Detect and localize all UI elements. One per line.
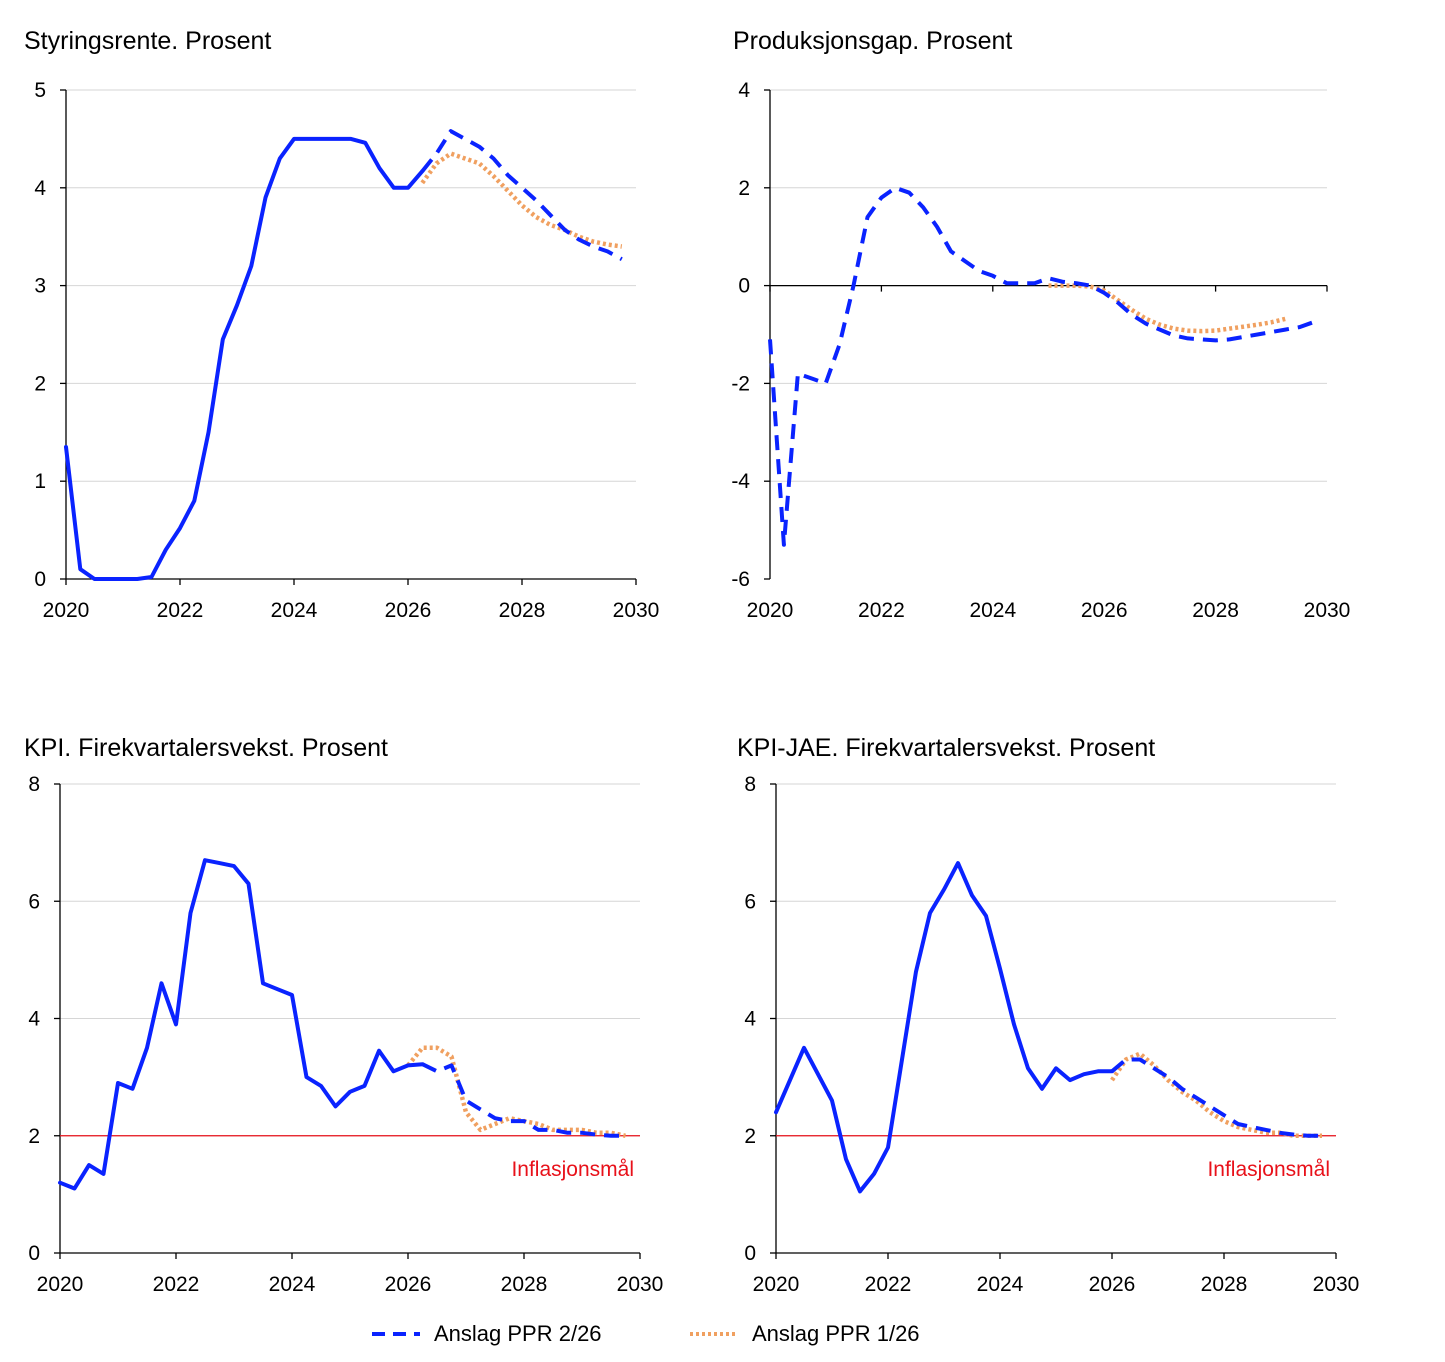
y-tick-label: -6 xyxy=(731,568,750,591)
x-tick-label: 2030 xyxy=(613,599,660,622)
series-line-dashed xyxy=(768,185,1314,547)
series-line-dashed xyxy=(420,129,623,261)
y-tick-label: 6 xyxy=(744,890,756,913)
x-tick-label: 2024 xyxy=(969,599,1016,622)
y-tick-label: 1 xyxy=(34,470,46,493)
chart-title-styringsrente: Styringsrente. Prosent xyxy=(24,27,272,55)
x-tick-label: 2026 xyxy=(1081,599,1128,622)
y-tick-label: 0 xyxy=(34,568,46,591)
series-line-solid xyxy=(58,858,425,1191)
y-tick-label: 4 xyxy=(34,177,46,200)
inflation-target-label: Inflasjonsmål xyxy=(511,1158,634,1181)
y-tick-label: 8 xyxy=(28,773,40,796)
chart-title-produksjonsgap: Produksjonsgap. Prosent xyxy=(733,27,1013,55)
x-tick-label: 2024 xyxy=(977,1273,1024,1296)
x-tick-label: 2022 xyxy=(865,1273,912,1296)
series-line-dotted xyxy=(420,151,623,249)
legend-label-ppr-1-26: Anslag PPR 1/26 xyxy=(752,1321,920,1346)
x-tick-label: 2020 xyxy=(747,599,794,622)
y-tick-label: 0 xyxy=(738,275,750,298)
series-line-dotted xyxy=(1048,283,1286,334)
x-tick-label: 2028 xyxy=(499,599,546,622)
series-line-dashed xyxy=(421,1062,626,1138)
y-tick-label: 2 xyxy=(738,177,750,200)
x-tick-label: 2024 xyxy=(269,1273,316,1296)
y-tick-label: 4 xyxy=(28,1008,40,1031)
y-tick-label: 6 xyxy=(28,890,40,913)
chart-title-kpi-jae: KPI-JAE. Firekvartalersvekst. Prosent xyxy=(737,734,1156,762)
inflation-target-label: Inflasjonsmål xyxy=(1207,1158,1330,1181)
x-tick-label: 2028 xyxy=(1201,1273,1248,1296)
y-tick-label: 4 xyxy=(738,79,750,102)
x-tick-label: 2026 xyxy=(385,599,432,622)
y-tick-label: 0 xyxy=(744,1242,756,1265)
y-tick-label: 2 xyxy=(34,372,46,395)
y-tick-label: 2 xyxy=(744,1125,756,1148)
y-tick-label: 4 xyxy=(744,1008,756,1031)
legend: Anslag PPR 2/26 Anslag PPR 1/26 xyxy=(0,1316,1445,1352)
legend-item-ppr-2-26: Anslag PPR 2/26 xyxy=(372,1316,602,1352)
x-tick-label: 2030 xyxy=(1313,1273,1360,1296)
x-tick-label: 2026 xyxy=(1089,1273,1136,1296)
x-tick-label: 2022 xyxy=(157,599,204,622)
x-tick-label: 2024 xyxy=(271,599,318,622)
x-tick-label: 2030 xyxy=(617,1273,664,1296)
y-tick-label: 2 xyxy=(28,1125,40,1148)
legend-swatch-dotted xyxy=(690,1332,738,1336)
x-tick-label: 2028 xyxy=(1192,599,1239,622)
x-tick-label: 2020 xyxy=(37,1273,84,1296)
chart-title-kpi: KPI. Firekvartalersvekst. Prosent xyxy=(24,734,389,762)
x-tick-label: 2026 xyxy=(385,1273,432,1296)
legend-item-ppr-1-26: Anslag PPR 1/26 xyxy=(690,1316,920,1352)
y-tick-label: 0 xyxy=(28,1242,40,1265)
y-tick-label: 5 xyxy=(34,79,46,102)
x-tick-label: 2020 xyxy=(43,599,90,622)
series-line-dotted xyxy=(1110,1051,1322,1139)
y-tick-label: 3 xyxy=(34,275,46,298)
x-tick-label: 2022 xyxy=(153,1273,200,1296)
series-line-solid xyxy=(774,861,1114,1194)
x-tick-label: 2020 xyxy=(753,1273,800,1296)
series-line-solid xyxy=(64,136,425,581)
legend-swatch-dashed xyxy=(372,1332,420,1336)
x-tick-label: 2022 xyxy=(858,599,905,622)
x-tick-label: 2028 xyxy=(501,1273,548,1296)
y-tick-label: -4 xyxy=(731,470,750,493)
y-tick-label: -2 xyxy=(731,372,750,395)
series-line-dashed xyxy=(1110,1057,1322,1138)
legend-label-ppr-2-26: Anslag PPR 2/26 xyxy=(434,1321,602,1346)
x-tick-label: 2030 xyxy=(1304,599,1351,622)
series-line-dotted xyxy=(406,1045,626,1139)
y-tick-label: 8 xyxy=(744,773,756,796)
